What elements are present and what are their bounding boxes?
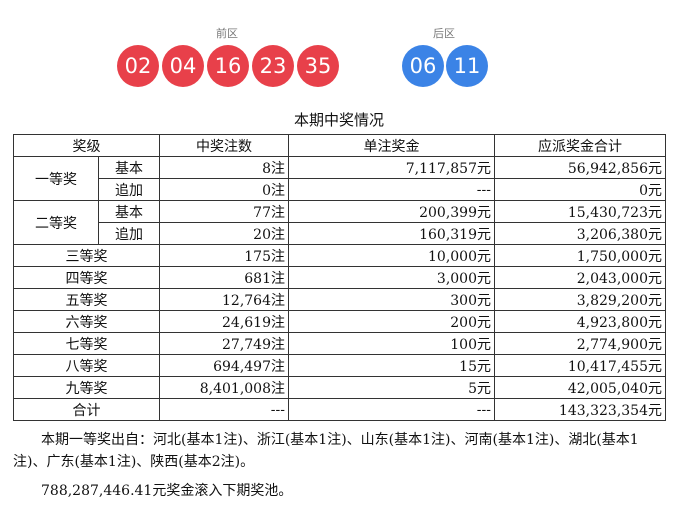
table-row: 一等奖 基本 8注 7,117,857元 56,942,856元 — [13, 156, 666, 201]
total-cell: 15,430,723元 — [494, 200, 666, 223]
front-ball-5: 35 — [297, 45, 339, 87]
count-cell: 8注 — [159, 156, 289, 179]
total-cell: 1,750,000元 — [494, 244, 666, 267]
level-cell: 八等奖 — [13, 354, 160, 377]
total-cell: 2,774,900元 — [494, 332, 666, 355]
back-ball-1: 06 — [402, 45, 444, 87]
total-cell: 0元 — [494, 178, 666, 201]
count-cell: 175注 — [159, 244, 289, 267]
prize-cell: 200元 — [288, 310, 495, 333]
front-zone-label: 前区 — [216, 27, 238, 40]
prize-cell: 10,000元 — [288, 244, 495, 267]
header-total: 应派奖金合计 — [494, 134, 666, 157]
count-cell: 12,764注 — [159, 288, 289, 311]
prize-cell: 15元 — [288, 354, 495, 377]
prize-cell: 300元 — [288, 288, 495, 311]
table-row: 追加 20注 160,319元 3,206,380元 — [14, 222, 666, 245]
prize-cell: --- — [288, 398, 495, 421]
back-zone-label: 后区 — [433, 27, 455, 40]
sub-level-cell: 基本 — [98, 200, 160, 223]
table-row: 二等奖 基本 77注 200,399元 15,430,723元 — [13, 200, 666, 245]
count-cell: 77注 — [159, 200, 289, 223]
front-ball-1: 02 — [117, 45, 159, 87]
table-title: 本期中奖情况 — [293, 111, 384, 129]
table-row: 三等奖 175注 10,000元 1,750,000元 — [13, 244, 666, 267]
front-ball-4: 23 — [252, 45, 294, 87]
level-cell: 五等奖 — [13, 288, 160, 311]
total-cell: 4,923,800元 — [494, 310, 666, 333]
total-cell: 3,206,380元 — [494, 222, 666, 245]
level-cell: 七等奖 — [13, 332, 160, 355]
level-cell: 二等奖 — [13, 200, 99, 245]
table-row: 八等奖 694,497注 15元 10,417,455元 — [13, 354, 666, 377]
winners-origin-note: 本期一等奖出自：河北(基本1注)、浙江(基本1注)、山东(基本1注)、河南(基本… — [13, 432, 639, 470]
table-row: 四等奖 681注 3,000元 2,043,000元 — [13, 266, 666, 289]
level-cell: 一等奖 — [13, 156, 99, 201]
sub-level-cell: 追加 — [98, 222, 160, 245]
total-cell: 42,005,040元 — [494, 376, 666, 399]
prize-cell: 7,117,857元 — [288, 156, 495, 179]
table-row: 追加 0注 --- 0元 — [14, 178, 666, 201]
table-row: 九等奖 8,401,008注 5元 42,005,040元 — [13, 376, 666, 399]
level-cell: 四等奖 — [13, 266, 160, 289]
total-cell: 56,942,856元 — [494, 156, 666, 179]
count-cell: 0注 — [159, 178, 289, 201]
prize-table: 奖级 中奖注数 单注奖金 应派奖金合计 一等奖 基本 8注 7,117,857元… — [13, 134, 666, 421]
total-cell: 2,043,000元 — [494, 266, 666, 289]
header-prize: 单注奖金 — [288, 134, 495, 157]
level-cell: 六等奖 — [13, 310, 160, 333]
header-count: 中奖注数 — [159, 134, 289, 157]
total-cell: 3,829,200元 — [494, 288, 666, 311]
count-cell: 694,497注 — [159, 354, 289, 377]
prize-cell: 100元 — [288, 332, 495, 355]
level-cell: 三等奖 — [13, 244, 160, 267]
count-cell: 681注 — [159, 266, 289, 289]
sub-level-cell: 基本 — [98, 156, 160, 179]
count-cell: 27,749注 — [159, 332, 289, 355]
count-cell: 24,619注 — [159, 310, 289, 333]
level-cell: 九等奖 — [13, 376, 160, 399]
rollover-note: 788,287,446.41元奖金滚入下期奖池。 — [41, 483, 293, 499]
count-cell: 20注 — [159, 222, 289, 245]
count-cell: 8,401,008注 — [159, 376, 289, 399]
prize-cell: 200,399元 — [288, 200, 495, 223]
total-cell: 10,417,455元 — [494, 354, 666, 377]
table-row: 六等奖 24,619注 200元 4,923,800元 — [13, 310, 666, 333]
sub-level-cell: 追加 — [98, 178, 160, 201]
table-row: 五等奖 12,764注 300元 3,829,200元 — [13, 288, 666, 311]
header-level: 奖级 — [13, 134, 160, 157]
total-cell: 143,323,354元 — [494, 398, 666, 421]
prize-cell: 3,000元 — [288, 266, 495, 289]
prize-cell: 160,319元 — [288, 222, 495, 245]
table-row: 七等奖 27,749注 100元 2,774,900元 — [13, 332, 666, 355]
front-ball-2: 04 — [162, 45, 204, 87]
front-ball-3: 16 — [207, 45, 249, 87]
level-cell: 合计 — [13, 398, 160, 421]
prize-cell: 5元 — [288, 376, 495, 399]
table-total-row: 合计 --- --- 143,323,354元 — [13, 398, 666, 421]
count-cell: --- — [159, 398, 289, 421]
back-ball-2: 11 — [446, 45, 488, 87]
prize-cell: --- — [288, 178, 495, 201]
table-header-row: 奖级 中奖注数 单注奖金 应派奖金合计 — [13, 134, 666, 157]
